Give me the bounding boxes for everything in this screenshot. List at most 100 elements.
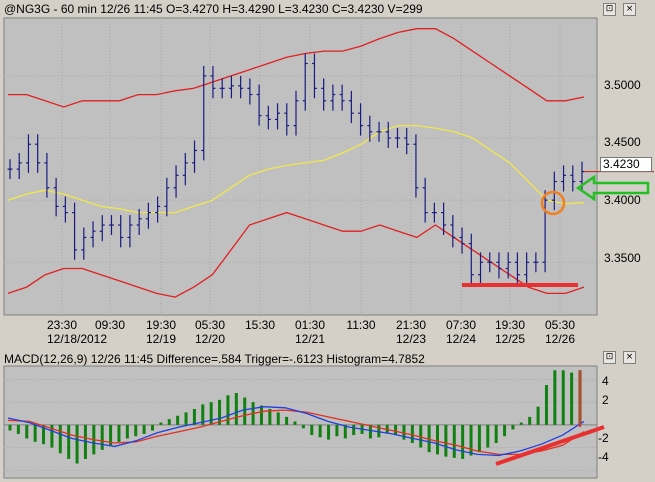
x-tick-date: 12/23 [396, 332, 426, 346]
price-bar [533, 252, 539, 273]
close-icon[interactable]: × [623, 351, 636, 364]
price-y-tick: 3.4500 [604, 135, 641, 149]
x-tick-date: 12/19 [146, 332, 176, 346]
macd-y-tick: -2 [598, 431, 609, 445]
pin-icon[interactable]: ⊡ [603, 3, 616, 16]
price-series-layer [7, 28, 654, 298]
x-tick-time: 19:30 [146, 318, 176, 332]
price-bar [321, 78, 327, 111]
price-bar [385, 121, 391, 148]
pin-icon[interactable]: ⊡ [603, 351, 616, 364]
bollinger-lower-line [7, 211, 585, 298]
price-bar [44, 152, 50, 198]
price-bar [228, 75, 234, 99]
price-bar [108, 215, 114, 235]
price-plot-area[interactable] [3, 17, 598, 316]
price-bar [118, 215, 124, 248]
x-tick-time: 07:30 [446, 318, 476, 332]
price-bar [459, 227, 465, 254]
price-bar [394, 128, 400, 148]
last-price-label: 3.4230 [600, 157, 652, 172]
price-bar [311, 53, 317, 99]
price-bar [127, 215, 133, 248]
price-bar [210, 65, 216, 99]
price-bar [450, 215, 456, 248]
price-bar [238, 75, 244, 99]
x-tick-date: 12/25 [495, 332, 525, 346]
price-y-tick: 3.5000 [604, 78, 641, 92]
price-bar [367, 115, 373, 142]
price-bar [25, 134, 31, 173]
price-bar [542, 190, 548, 273]
macd-title: MACD(12,26,9) 12/26 11:45 Difference=.58… [4, 352, 425, 366]
price-bar [339, 84, 345, 111]
x-tick-time: 19:30 [495, 318, 525, 332]
moving-average-line [7, 124, 585, 214]
price-bar [182, 152, 188, 186]
price-y-tick: 3.3500 [604, 251, 641, 265]
x-tick-date: 12/21 [295, 332, 325, 346]
crossover-circle-annotation [540, 190, 566, 216]
price-bar [99, 215, 105, 242]
price-bar [164, 177, 170, 217]
price-bar [247, 78, 253, 105]
price-bar [348, 90, 354, 124]
macd-y-tick: -4 [598, 450, 609, 464]
price-bar [478, 252, 484, 285]
price-bar [16, 152, 22, 180]
x-tick-time: 15:30 [245, 318, 275, 332]
price-bar [330, 84, 336, 111]
x-tick-date: 12/20 [195, 332, 225, 346]
x-tick-date: 12/26 [545, 332, 575, 346]
arrow-left-icon [575, 174, 650, 202]
price-bar [514, 252, 520, 285]
macd-line [7, 406, 585, 457]
price-bar [201, 65, 207, 161]
price-bar [81, 227, 87, 260]
x-tick-date: 12/24 [446, 332, 476, 346]
price-bar [173, 165, 179, 198]
price-bar [302, 53, 308, 111]
price-bar [155, 196, 161, 223]
price-bar [275, 103, 281, 130]
x-tick-date: 12/18/2012 [47, 332, 107, 346]
price-bar [413, 134, 419, 198]
price-bar [90, 221, 96, 248]
price-bar [53, 177, 59, 217]
price-bar [524, 252, 530, 285]
macd-series-layer [7, 370, 585, 464]
price-bar [496, 252, 502, 279]
price-bar [422, 177, 428, 223]
x-tick-time: 05:30 [195, 318, 225, 332]
price-bar [570, 165, 576, 192]
x-tick-time: 09:30 [95, 318, 125, 332]
x-tick-time: 01:30 [295, 318, 325, 332]
price-chart-title: @NG3G - 60 min 12/26 11:45 O=3.4270 H=3.… [4, 2, 423, 16]
macd-plot-area[interactable] [3, 365, 598, 479]
x-tick-time: 21:30 [396, 318, 426, 332]
price-y-tick: 3.4000 [604, 193, 641, 207]
x-tick-time: 11:30 [346, 318, 375, 332]
price-bar [468, 233, 474, 285]
price-bar [265, 105, 271, 130]
x-tick-time: 05:30 [545, 318, 575, 332]
price-bar [145, 202, 151, 229]
macd-y-tick: 2 [602, 393, 609, 407]
price-bar [7, 159, 13, 180]
macd-y-tick: 4 [602, 374, 609, 388]
price-bar [487, 252, 493, 273]
close-icon[interactable]: × [623, 3, 636, 16]
price-bar [136, 208, 142, 235]
price-bar [431, 202, 437, 223]
price-bar [561, 165, 567, 192]
price-bar [284, 103, 290, 136]
price-bar [35, 134, 41, 173]
price-bar [293, 90, 299, 136]
x-tick-time: 23:30 [47, 318, 77, 332]
price-bar [62, 196, 68, 223]
bollinger-upper-line [8, 28, 585, 108]
price-bar [376, 121, 382, 142]
price-bar [404, 128, 410, 155]
price-bar [358, 103, 364, 136]
